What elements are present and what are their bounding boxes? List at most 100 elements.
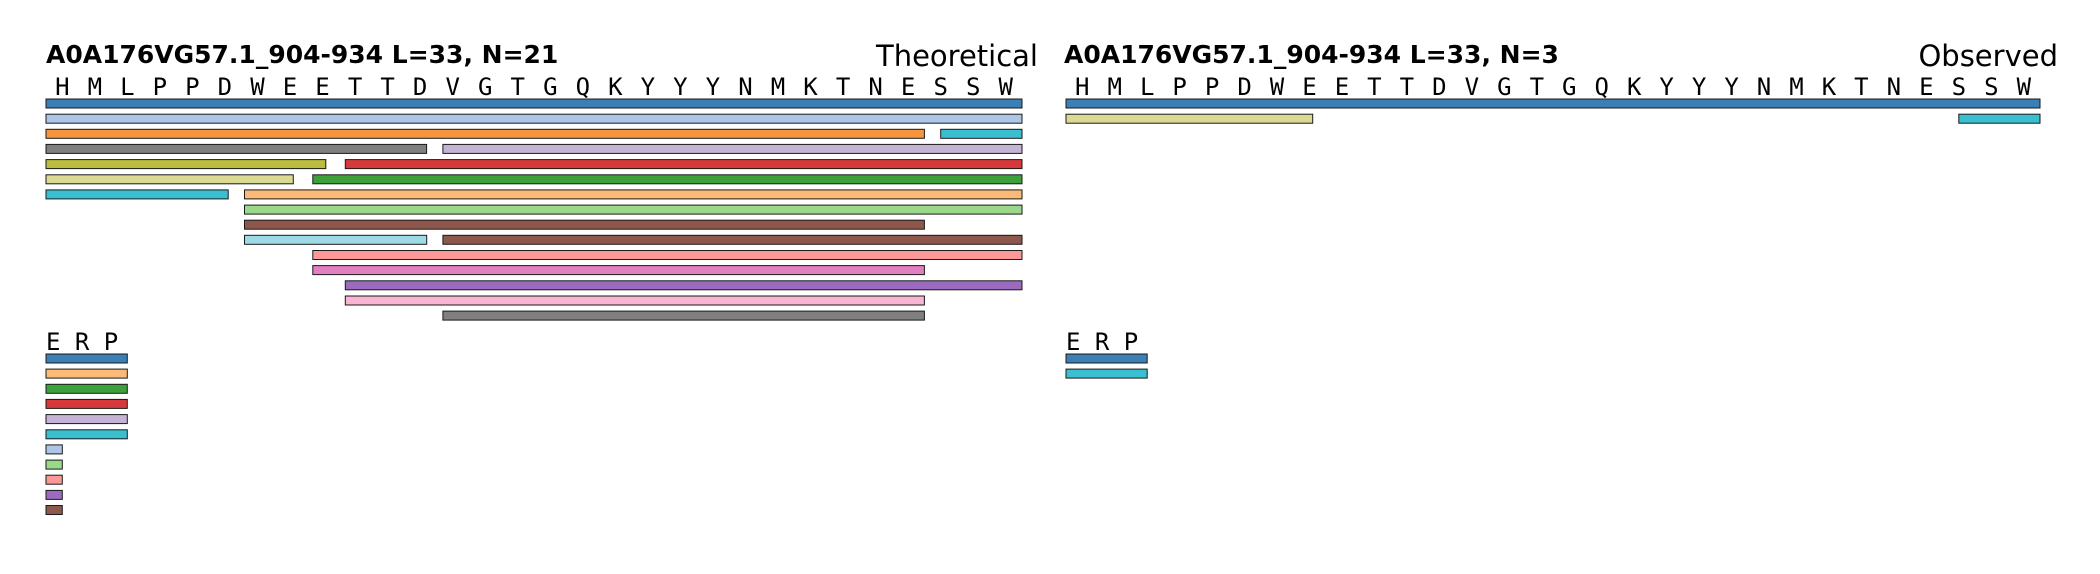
- sequence-residue: M: [88, 73, 102, 101]
- peptide-bar: [244, 219, 925, 230]
- sequence-residue: T: [1367, 73, 1381, 101]
- sequence-residue: K: [1627, 73, 1642, 101]
- observed-peptide-tracks: [1065, 98, 2041, 124]
- peptide-bar: [45, 174, 294, 185]
- sequence-residue: T: [380, 73, 394, 101]
- legend-bar: [45, 505, 63, 515]
- sequence-residue: V: [445, 73, 459, 101]
- sequence-residue: T: [1530, 73, 1544, 101]
- sequence-residue: K: [1822, 73, 1837, 101]
- peptide-bar: [442, 143, 1023, 154]
- observed-legend-header: E R P: [1066, 328, 1138, 356]
- sequence-residue: E: [1335, 73, 1349, 101]
- sequence-residue: N: [1887, 73, 1901, 101]
- sequence-residue: G: [1562, 73, 1576, 101]
- legend-bar: [45, 474, 63, 485]
- peptide-bar: [442, 310, 925, 321]
- peptide-bar: [940, 128, 1023, 139]
- sequence-residue: V: [1465, 73, 1479, 101]
- sequence-residue: T: [836, 73, 850, 101]
- sequence-residue: Y: [673, 73, 688, 101]
- sequence-residue: Y: [1659, 73, 1674, 101]
- sequence-residue: W: [998, 73, 1013, 101]
- sequence-residue: T: [348, 73, 362, 101]
- legend-bar: [1065, 353, 1148, 364]
- theoretical-legend-header: E R P: [46, 328, 118, 356]
- sequence-residue: N: [738, 73, 752, 101]
- peptide-bar: [244, 189, 1023, 200]
- sequence-residue: S: [1984, 73, 1998, 101]
- sequence-residue: T: [1854, 73, 1868, 101]
- sequence-residue: K: [608, 73, 623, 101]
- sequence-residue: Q: [1594, 73, 1608, 101]
- sequence-residue: Y: [706, 73, 721, 101]
- sequence-residue: W: [250, 73, 265, 101]
- peptide-bar: [244, 204, 1023, 215]
- sequence-residue: E: [315, 73, 329, 101]
- sequence-residue: S: [1952, 73, 1966, 101]
- observed-panel-title: A0A176VG57.1_904-934 L=33, N=3: [1064, 40, 1559, 69]
- theoretical-panel: A0A176VG57.1_904-934 L=33, N=21 Theoreti…: [45, 39, 1038, 515]
- sequence-residue: D: [218, 73, 232, 101]
- peptide-bar: [45, 128, 925, 139]
- sequence-residue: W: [1270, 73, 1285, 101]
- sequence-residue: L: [120, 73, 134, 101]
- sequence-residue: T: [510, 73, 524, 101]
- legend-bar: [45, 459, 63, 470]
- sequence-residue: E: [901, 73, 915, 101]
- legend-bar: [45, 429, 128, 440]
- peptide-bar: [312, 174, 1023, 185]
- legend-bar: [45, 398, 128, 409]
- sequence-residue: Y: [1724, 73, 1739, 101]
- sequence-residue: K: [803, 73, 818, 101]
- peptide-bar: [344, 295, 925, 306]
- sequence-residue: P: [185, 73, 199, 101]
- observed-panel-label: Observed: [1918, 39, 2058, 73]
- peptide-bar: [45, 113, 1023, 124]
- peptide-bar: [45, 143, 428, 154]
- sequence-residue: L: [1140, 73, 1154, 101]
- peptide-bar: [344, 280, 1023, 291]
- theoretical-legend: [45, 353, 128, 515]
- sequence-residue: T: [1400, 73, 1414, 101]
- legend-bar: [45, 444, 63, 455]
- sequence-residue: Y: [1692, 73, 1707, 101]
- peptide-bar: [45, 189, 229, 200]
- sequence-residue: D: [413, 73, 427, 101]
- observed-legend: [1065, 353, 1148, 379]
- sequence-residue: S: [966, 73, 980, 101]
- sequence-residue: S: [933, 73, 947, 101]
- sequence-residue: G: [478, 73, 492, 101]
- legend-bar: [1065, 368, 1148, 379]
- sequence-residue: P: [153, 73, 167, 101]
- sequence-residue: E: [283, 73, 297, 101]
- sequence-residue: Q: [576, 73, 590, 101]
- peptide-bar: [45, 159, 327, 170]
- legend-bar: [45, 414, 128, 425]
- sequence-residue: N: [1757, 73, 1771, 101]
- sequence-residue: D: [1432, 73, 1446, 101]
- sequence-residue: W: [2017, 73, 2032, 101]
- peptide-bar: [45, 98, 1023, 109]
- theoretical-panel-title: A0A176VG57.1_904-934 L=33, N=21: [46, 40, 558, 69]
- theoretical-panel-label: Theoretical: [875, 39, 1038, 73]
- peptide-bar: [1958, 113, 2041, 124]
- sequence-residue: D: [1237, 73, 1251, 101]
- sequence-residue: H: [1075, 73, 1089, 101]
- peptide-bar: [312, 265, 925, 276]
- observed-panel: A0A176VG57.1_904-934 L=33, N=3 Observed …: [1064, 39, 2058, 379]
- sequence-residue: G: [543, 73, 557, 101]
- sequence-residue: H: [55, 73, 69, 101]
- sequence-residue: N: [868, 73, 882, 101]
- sequence-residue: M: [1789, 73, 1803, 101]
- sequence-residue: P: [1172, 73, 1186, 101]
- peptide-bar: [344, 159, 1023, 170]
- sequence-residue: M: [1107, 73, 1121, 101]
- sequence-residue: E: [1919, 73, 1933, 101]
- peptide-bar: [244, 234, 428, 245]
- peptide-bar: [442, 234, 1023, 245]
- peptide-bar: [1065, 113, 1314, 124]
